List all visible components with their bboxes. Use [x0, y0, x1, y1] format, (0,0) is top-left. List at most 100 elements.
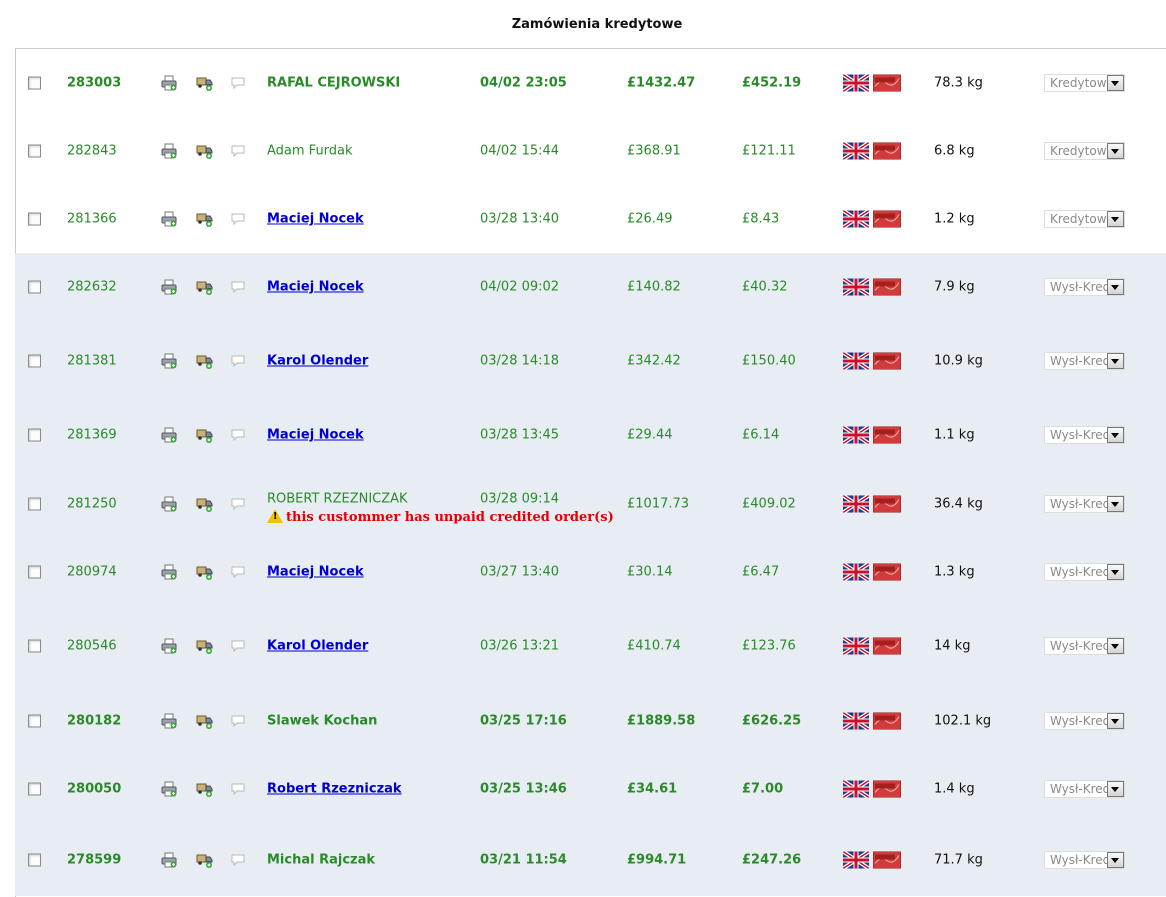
comment-icon[interactable]	[231, 429, 245, 442]
chevron-down-icon[interactable]	[1107, 352, 1124, 369]
row-checkbox[interactable]	[28, 853, 41, 866]
chevron-down-icon[interactable]	[1107, 143, 1124, 159]
row-checkbox[interactable]	[28, 497, 41, 511]
status-select[interactable]: Wysł-Kredytowe	[1044, 850, 1125, 869]
order-id[interactable]: 280546	[67, 638, 117, 654]
print-icon[interactable]	[161, 852, 177, 868]
shipping-icon[interactable]	[196, 713, 213, 729]
chevron-down-icon[interactable]	[1107, 427, 1124, 443]
status-select[interactable]: Kredytowe	[1044, 210, 1125, 228]
chevron-down-icon[interactable]	[1107, 638, 1124, 654]
customer-link[interactable]: Karol Olender	[267, 638, 369, 654]
order-id[interactable]: 282843	[67, 143, 117, 159]
print-icon[interactable]	[161, 279, 177, 295]
order-id[interactable]: 282632	[67, 279, 117, 295]
row-checkbox[interactable]	[28, 565, 41, 579]
status-select[interactable]: Wysł-Kredytowe	[1044, 563, 1125, 581]
customer-link[interactable]: Maciej Nocek	[267, 564, 364, 580]
customer-name[interactable]: Karol Olender	[267, 353, 368, 368]
row-checkbox[interactable]	[28, 144, 41, 158]
comment-icon[interactable]	[231, 213, 245, 226]
status-select[interactable]: Wysł-Kredytowe	[1044, 351, 1125, 370]
customer-name[interactable]: Robert Rzezniczak	[267, 782, 402, 797]
row-checkbox[interactable]	[28, 639, 41, 653]
print-icon[interactable]	[161, 496, 177, 512]
order-id[interactable]: 280050	[67, 781, 122, 797]
chevron-down-icon[interactable]	[1107, 781, 1124, 797]
order-id[interactable]: 280182	[67, 713, 122, 728]
comment-icon[interactable]	[231, 783, 245, 796]
status-select[interactable]: Wysł-Kredytowe	[1044, 278, 1125, 296]
status-select[interactable]: Kredytowe	[1044, 74, 1125, 92]
shipping-icon[interactable]	[196, 279, 213, 295]
shipping-icon[interactable]	[196, 496, 213, 512]
row-checkbox[interactable]	[28, 212, 41, 226]
print-icon[interactable]	[161, 143, 177, 159]
chevron-down-icon[interactable]	[1107, 75, 1124, 91]
chevron-down-icon[interactable]	[1107, 712, 1124, 729]
comment-icon[interactable]	[231, 145, 245, 158]
comment-icon[interactable]	[231, 715, 245, 727]
shipping-icon[interactable]	[196, 852, 213, 868]
customer-name[interactable]: Karol Olender	[267, 639, 368, 654]
status-select[interactable]: Wysł-Kredytowe	[1044, 637, 1125, 655]
order-id[interactable]: 278599	[67, 852, 122, 867]
order-date: 04/02 23:05	[480, 75, 567, 91]
chevron-down-icon[interactable]	[1107, 851, 1124, 868]
shipping-icon[interactable]	[196, 143, 213, 159]
shipping-icon[interactable]	[196, 564, 213, 580]
customer-link[interactable]: Maciej Nocek	[267, 427, 364, 443]
shipping-icon[interactable]	[196, 638, 213, 654]
print-icon[interactable]	[161, 427, 177, 443]
order-id[interactable]: 281381	[67, 353, 117, 368]
shipping-icon[interactable]	[196, 353, 213, 369]
status-select[interactable]: Wysł-Kredytowe	[1044, 711, 1125, 730]
comment-icon[interactable]	[231, 640, 245, 653]
comment-icon[interactable]	[231, 281, 245, 294]
customer-link[interactable]: Maciej Nocek	[267, 279, 364, 295]
comment-icon[interactable]	[231, 854, 245, 866]
customer-link[interactable]: Maciej Nocek	[267, 211, 364, 227]
chevron-down-icon[interactable]	[1107, 564, 1124, 580]
shipping-icon[interactable]	[196, 75, 213, 91]
comment-icon[interactable]	[231, 566, 245, 579]
row-checkbox[interactable]	[28, 782, 41, 796]
order-id[interactable]: 281250	[67, 496, 117, 512]
chevron-down-icon[interactable]	[1107, 496, 1124, 512]
order-id[interactable]: 280974	[67, 564, 117, 580]
order-id[interactable]: 281366	[67, 211, 117, 227]
row-checkbox[interactable]	[28, 354, 41, 367]
row-checkbox[interactable]	[28, 76, 41, 90]
chevron-down-icon[interactable]	[1107, 211, 1124, 227]
row-checkbox[interactable]	[28, 714, 41, 727]
chevron-down-icon[interactable]	[1107, 279, 1124, 295]
row-checkbox[interactable]	[28, 428, 41, 442]
customer-name[interactable]: Maciej Nocek	[267, 280, 364, 295]
row-checkbox[interactable]	[28, 280, 41, 294]
order-id[interactable]: 281369	[67, 427, 117, 443]
customer-name[interactable]: Maciej Nocek	[267, 428, 364, 443]
customer-link[interactable]: Robert Rzezniczak	[267, 781, 402, 797]
customer-link[interactable]: Karol Olender	[267, 353, 369, 368]
print-icon[interactable]	[161, 638, 177, 654]
comment-icon[interactable]	[231, 77, 245, 90]
comment-icon[interactable]	[231, 498, 245, 511]
status-select[interactable]: Kredytowe	[1044, 142, 1125, 160]
print-icon[interactable]	[161, 353, 177, 369]
comment-icon[interactable]	[231, 355, 245, 367]
order-id[interactable]: 283003	[67, 75, 122, 91]
shipping-icon[interactable]	[196, 427, 213, 443]
print-icon[interactable]	[161, 713, 177, 729]
customer-name[interactable]: Maciej Nocek	[267, 212, 364, 227]
status-select[interactable]: Wysł-Kredytowe	[1044, 780, 1125, 798]
shipping-icon[interactable]	[196, 211, 213, 227]
print-icon[interactable]	[161, 211, 177, 227]
print-icon[interactable]	[161, 564, 177, 580]
print-icon[interactable]	[161, 75, 177, 91]
print-icon[interactable]	[161, 781, 177, 797]
shipping-icon[interactable]	[196, 781, 213, 797]
status-select[interactable]: Wysł-Kredytowe	[1044, 426, 1125, 444]
status-select[interactable]: Wysł-Kredytowe	[1044, 495, 1125, 513]
customer-label: RAFAL CEJROWSKI	[267, 75, 401, 91]
customer-name[interactable]: Maciej Nocek	[267, 565, 364, 580]
